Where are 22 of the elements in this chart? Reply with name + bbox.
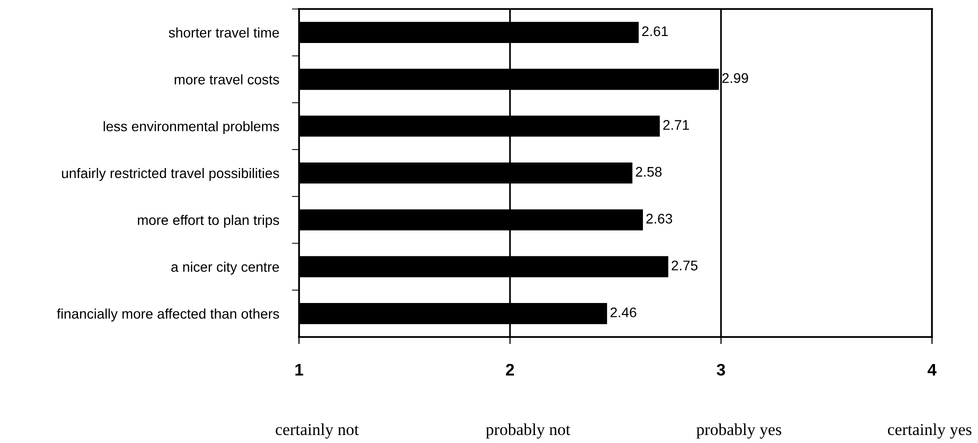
- data-label: 2.46: [610, 307, 636, 318]
- data-label: 2.58: [636, 166, 662, 177]
- x-tick-label: 3: [716, 364, 726, 376]
- y-tick-label: shorter travel time: [168, 27, 279, 38]
- x-tick-label: 1: [295, 364, 304, 376]
- text: certainly yes: [888, 423, 972, 439]
- text: probably yes: [696, 423, 782, 439]
- x-tick-label: 2: [506, 364, 514, 376]
- y-tick-label: unfairly restricted travel possibilities: [62, 168, 280, 181]
- y-tick-label: financially more affected than others: [56, 308, 280, 322]
- data-label: 2.75: [672, 260, 698, 270]
- y-tick-label: less environmental problems: [104, 121, 280, 134]
- text: probably not: [486, 423, 570, 439]
- data-label: 2.99: [722, 73, 748, 84]
- y-tick-label: more effort to plan trips: [138, 214, 280, 228]
- y-tick-label: a nicer city centre: [171, 262, 279, 275]
- text: certainly not: [276, 423, 359, 439]
- data-label: 2.71: [663, 120, 689, 130]
- data-label: 2.61: [642, 26, 668, 36]
- y-tick-label: more travel costs: [174, 74, 280, 84]
- data-label: 2.63: [646, 214, 672, 224]
- x-tick-label: 4: [928, 364, 937, 376]
